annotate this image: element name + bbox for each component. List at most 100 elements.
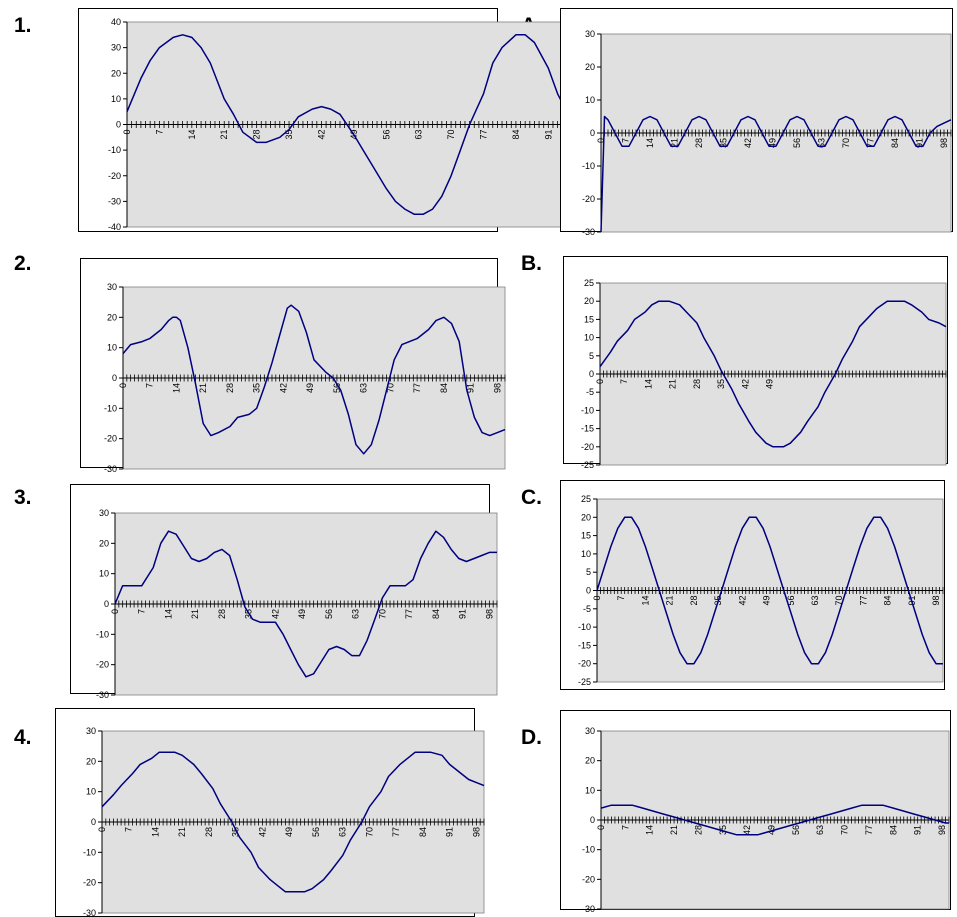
x-tick-label: 42 <box>278 383 288 393</box>
y-tick-label: -10 <box>578 622 591 632</box>
x-tick-label: 21 <box>177 827 187 837</box>
chart-c: 25 20 15 10 5 0 -5 -10 -15 -20 -25 0 7 14 21 28 35 42 49 56… <box>560 480 945 690</box>
x-tick-label: 42 <box>743 138 753 148</box>
series-line <box>600 804 949 836</box>
y-tick-label: 10 <box>584 333 594 343</box>
x-tick-label: 63 <box>810 596 820 606</box>
y-tick-label: 0 <box>116 120 121 130</box>
x-tick-label: 35 <box>716 379 726 389</box>
x-tick-label: 98 <box>484 609 494 619</box>
y-tick-label: -20 <box>581 442 594 452</box>
x-tick-label: 56 <box>324 609 334 619</box>
y-tick-label: 20 <box>86 756 96 766</box>
x-tick-label: 49 <box>762 596 772 606</box>
panel-label-2: 2. <box>14 252 32 275</box>
x-tick-label: 0 <box>97 827 107 832</box>
x-tick-label: 14 <box>171 383 181 393</box>
x-tick-label: 77 <box>866 138 876 148</box>
y-tick-label: -15 <box>578 640 591 650</box>
y-tick-label: 25 <box>581 494 591 504</box>
panel-label-4: 4. <box>14 726 32 749</box>
panel-label-1: 1. <box>14 14 32 37</box>
x-tick-label: 21 <box>669 825 679 835</box>
y-tick-label: 20 <box>585 756 595 766</box>
series-line <box>126 34 591 215</box>
x-tick-label: 28 <box>693 825 703 835</box>
y-tick-label: 15 <box>581 531 591 541</box>
y-tick-label: 40 <box>111 17 121 27</box>
x-tick-label: 21 <box>198 383 208 393</box>
chart-1: 40 30 20 10 0 -10 -20 -30 -40 0 7 14 21 28 35 42 49 56 63 7… <box>78 8 591 232</box>
x-tick-label: 70 <box>364 827 374 837</box>
x-tick-label: 42 <box>257 827 267 837</box>
chart-svg-p4: 30 20 10 0 -10 -20 -30 0 7 14 21 28 35 42 49 56 63 70 77 84… <box>83 726 485 917</box>
y-tick-label: -20 <box>96 660 109 670</box>
y-tick-label: -10 <box>108 145 121 155</box>
y-tick-label: 0 <box>104 599 109 609</box>
x-tick-label: 98 <box>492 383 502 393</box>
x-tick-label: 0 <box>110 609 120 614</box>
x-tick-label: 91 <box>913 825 923 835</box>
y-tick-label: -10 <box>582 161 595 171</box>
y-tick-label: 0 <box>91 817 96 827</box>
y-tick-label: 15 <box>584 314 594 324</box>
chart-2: 30 20 10 0 -10 -20 -30 0 7 14 21 28 35 42 49 56 63 70 77 84… <box>80 258 506 474</box>
chart-svg-p2: 30 20 10 0 -10 -20 -30 0 7 14 21 28 35 42 49 56 63 70 77 84… <box>104 282 506 474</box>
x-tick-label: 56 <box>332 383 342 393</box>
x-tick-label: 70 <box>377 609 387 619</box>
x-tick-label: 63 <box>359 383 369 393</box>
y-tick-label: 25 <box>584 278 594 288</box>
x-tick-label: 49 <box>284 827 294 837</box>
x-tick-label: 21 <box>670 138 680 148</box>
x-tick-label: 21 <box>219 130 229 140</box>
chart-svg-pD: 30 20 10 0 -10 -20 -30 0 7 14 21 28 35 42 49 56 63 70 77 84… <box>582 726 950 914</box>
y-tick-label: 10 <box>86 787 96 797</box>
x-tick-label: 77 <box>412 383 422 393</box>
y-tick-label: 10 <box>581 549 591 559</box>
x-tick-label: 63 <box>351 609 361 619</box>
y-tick-label: -20 <box>578 659 591 669</box>
y-tick-label: -20 <box>582 194 595 204</box>
y-tick-label: 30 <box>107 282 117 292</box>
x-tick-label: 21 <box>665 596 675 606</box>
y-tick-label: -10 <box>96 629 109 639</box>
x-tick-label: 14 <box>187 130 197 140</box>
y-tick-label: -20 <box>104 434 117 444</box>
x-tick-label: 0 <box>118 383 128 388</box>
x-tick-label: 98 <box>471 827 481 837</box>
x-tick-label: 70 <box>446 130 456 140</box>
x-tick-label: 84 <box>418 827 428 837</box>
y-tick-label: 0 <box>589 369 594 379</box>
chart-a: 30 20 10 0 -10 -20 -30 0 7 14 21 28 35 42 49 56 63 70 77 84… <box>560 8 953 237</box>
x-tick-label: 42 <box>740 379 750 389</box>
x-tick-label: 42 <box>270 609 280 619</box>
y-tick-label: -20 <box>582 874 595 884</box>
x-tick-label: 77 <box>404 609 414 619</box>
x-tick-label: 56 <box>786 596 796 606</box>
x-tick-label: 91 <box>445 827 455 837</box>
panel-label-b: B. <box>521 252 542 275</box>
y-tick-label: 30 <box>111 43 121 53</box>
x-tick-label: 42 <box>737 596 747 606</box>
y-tick-label: 20 <box>581 512 591 522</box>
x-tick-label: 84 <box>890 138 900 148</box>
chart-b: 25 20 15 10 5 0 -5 -10 -15 -20 -25 0 7 14 21 28 35 42 49 <box>563 256 948 470</box>
x-tick-label: 70 <box>834 596 844 606</box>
x-tick-label: 56 <box>311 827 321 837</box>
x-tick-label: 77 <box>858 596 868 606</box>
x-tick-label: 42 <box>742 825 752 835</box>
y-tick-label: -40 <box>108 222 121 232</box>
x-tick-label: 49 <box>768 138 778 148</box>
y-tick-label: -25 <box>581 460 594 470</box>
series-line <box>122 304 506 455</box>
x-tick-label: 0 <box>596 138 606 143</box>
y-tick-label: 20 <box>585 62 595 72</box>
y-tick-label: -30 <box>96 690 109 700</box>
y-tick-label: 30 <box>86 726 96 736</box>
x-tick-label: 35 <box>284 130 294 140</box>
y-tick-label: -30 <box>582 904 595 914</box>
x-tick-label: 7 <box>145 383 155 388</box>
x-tick-label: 28 <box>689 596 699 606</box>
y-tick-label: 30 <box>585 29 595 39</box>
